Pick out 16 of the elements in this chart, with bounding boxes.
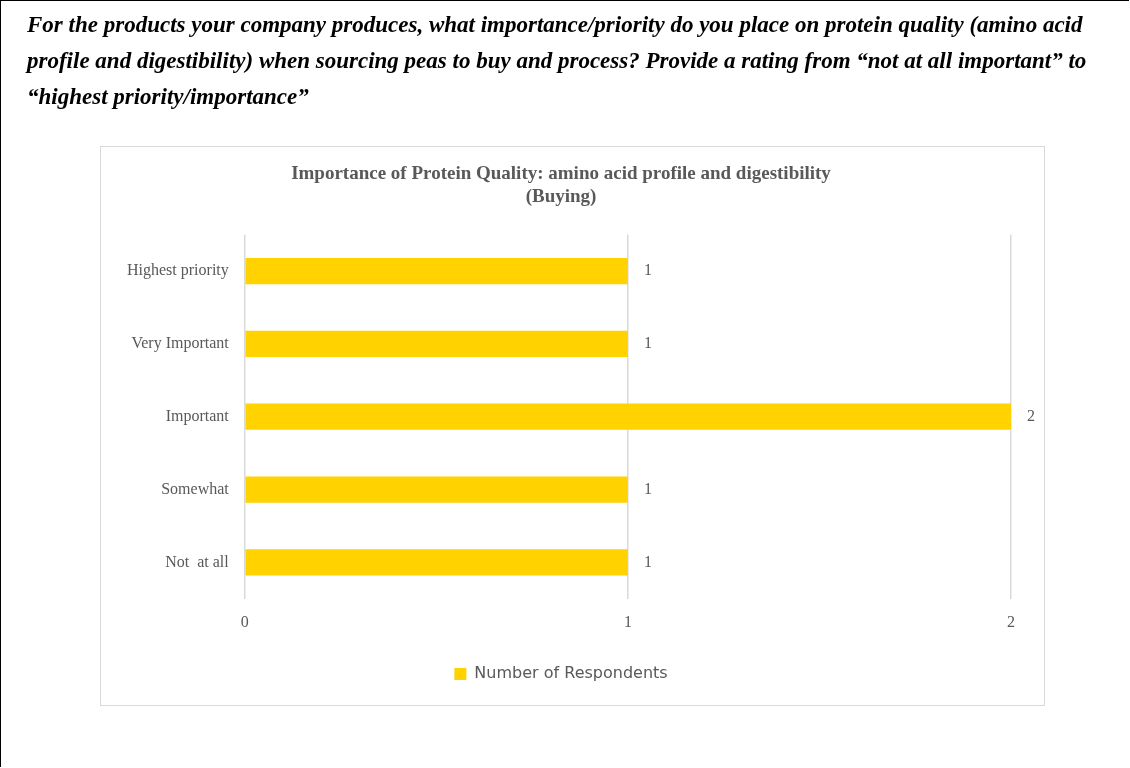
chart-subtitle: Importance of Protein Quality: amino acid profile and digestibility (Buying) bbox=[291, 162, 832, 208]
data-label: 1 bbox=[643, 552, 652, 570]
data-label: 1 bbox=[643, 479, 652, 497]
y-tick-label: Very Important bbox=[131, 334, 230, 353]
y-tick-label: Important bbox=[165, 406, 230, 425]
y-tick-label: Highest priority bbox=[127, 261, 229, 280]
legend-label: Number of Respondents bbox=[474, 663, 668, 683]
x-tick-label: 0 bbox=[240, 612, 249, 630]
chart-title: For the products your company produces, what importance/priority do you place on protein quality (amino acid profile and digestibility) when sourcing peas to buy and process? Provide a rating from “not at all important” to “highest priority/importance” bbox=[27, 11, 1087, 111]
x-tick-label: 1 bbox=[623, 612, 632, 630]
data-label: 1 bbox=[643, 334, 652, 352]
x-tick-label: 2 bbox=[1007, 612, 1015, 630]
y-tick-label: Not at all bbox=[165, 552, 230, 570]
y-tick-label: Somewhat bbox=[161, 479, 230, 497]
data-label: 1 bbox=[643, 261, 652, 279]
data-label: 2 bbox=[1027, 406, 1035, 424]
